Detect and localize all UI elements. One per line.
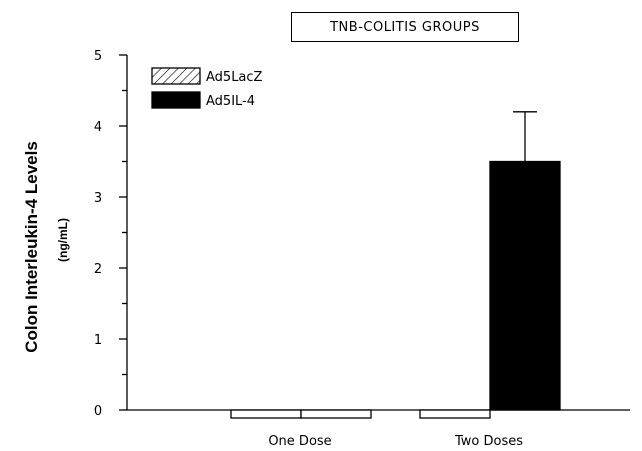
bar — [419, 409, 491, 419]
bar — [300, 409, 372, 419]
y-tick-label: 1 — [94, 333, 102, 348]
y-tick-label: 3 — [94, 191, 102, 206]
legend-label: Ad5LacZ — [206, 70, 263, 85]
x-category-label: One Dose — [268, 434, 331, 449]
chart-title: TNB-COLITIS GROUPS — [291, 12, 519, 42]
x-category-label: Two Doses — [454, 434, 523, 449]
y-tick-label: 5 — [94, 49, 102, 64]
y-tick-label: 4 — [94, 120, 102, 135]
y-tick-label: 0 — [94, 404, 102, 419]
legend-label: Ad5IL-4 — [206, 94, 255, 109]
legend-swatch — [151, 67, 201, 85]
y-tick-label: 2 — [94, 262, 102, 277]
legend-swatch — [151, 91, 201, 109]
bar — [230, 409, 302, 419]
bar — [489, 160, 561, 411]
